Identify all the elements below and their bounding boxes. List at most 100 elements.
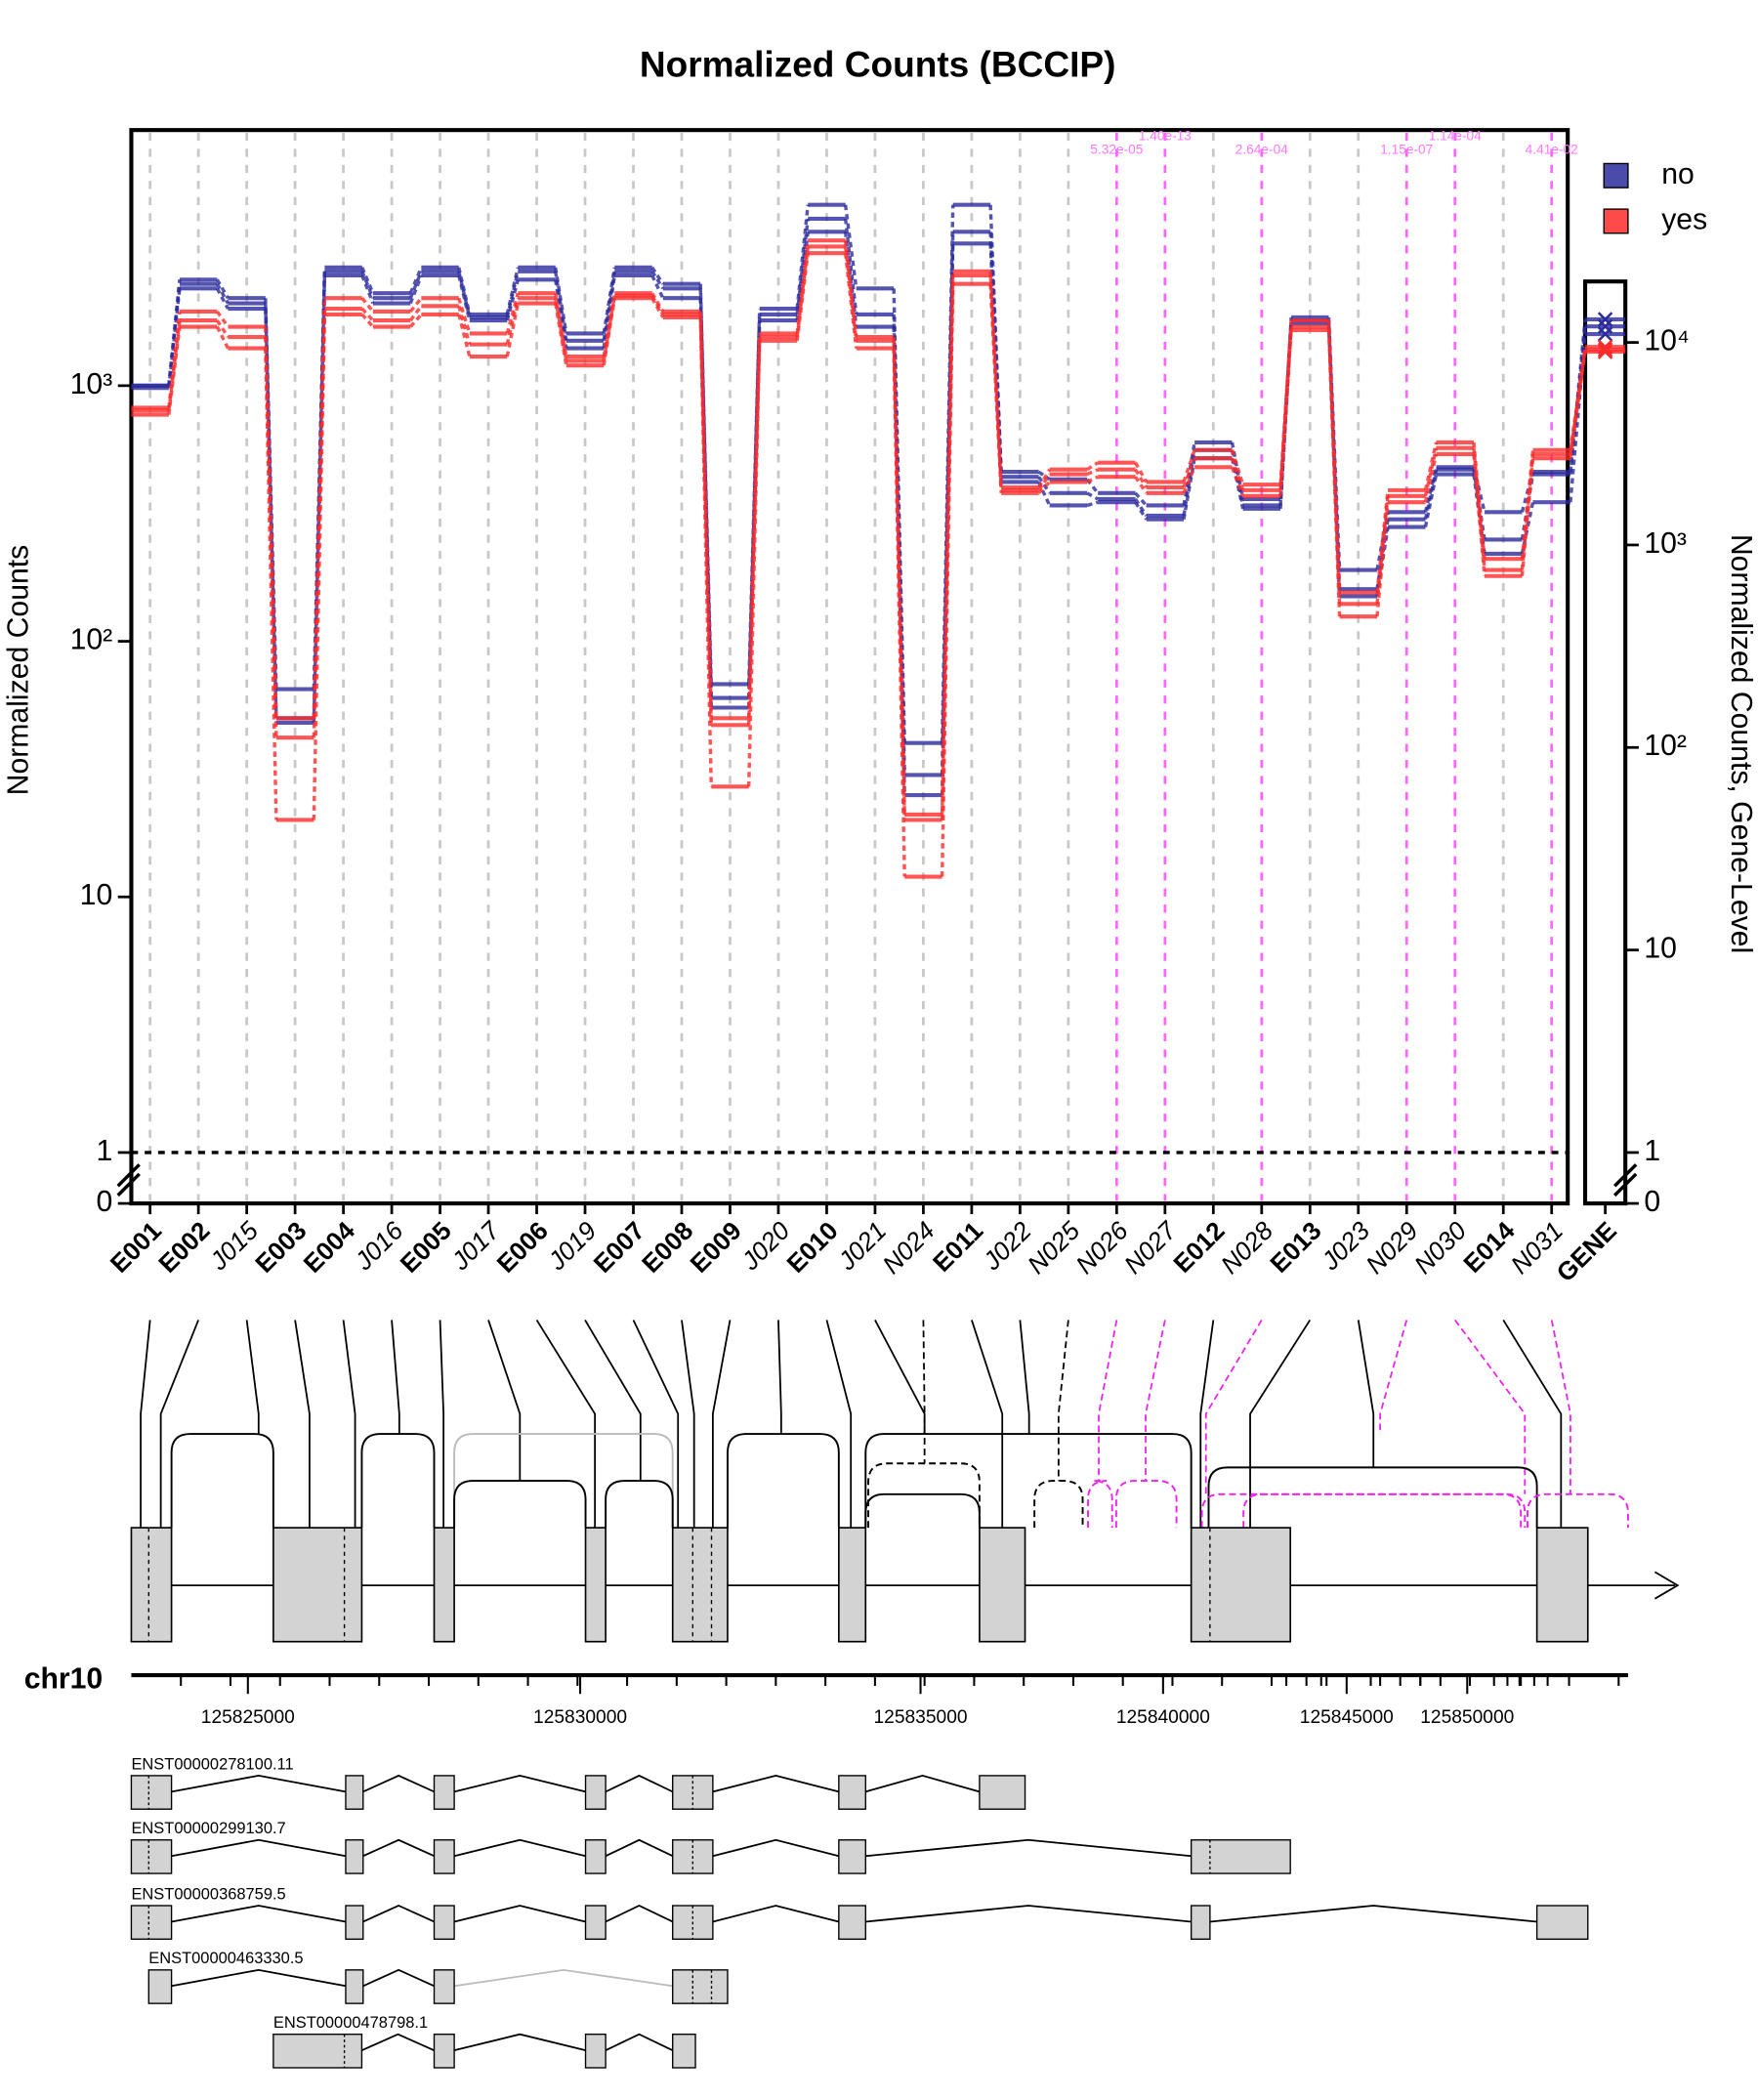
- p-value-label: 2.64e-04: [1235, 142, 1288, 156]
- connector: [1375, 502, 1390, 617]
- transcript-intron: [361, 2033, 435, 2051]
- transcript-exon: [130, 1839, 173, 1874]
- connector: [360, 307, 375, 322]
- connector: [215, 310, 230, 328]
- connector: [1037, 481, 1051, 495]
- connector: [892, 340, 906, 820]
- transcript-exon: [1190, 1905, 1211, 1940]
- connector: [940, 271, 955, 815]
- x-tick-label: GENE: [1551, 1216, 1622, 1287]
- connector: [215, 282, 230, 305]
- junction-arc: [453, 1433, 674, 1529]
- transcript-intron: [362, 1905, 435, 1923]
- connector: [505, 292, 520, 334]
- connector: [215, 278, 230, 300]
- connector: [1086, 500, 1099, 508]
- transcript-exon: [433, 1839, 455, 1874]
- feature-connector: [342, 1320, 356, 1529]
- junction-arc: [1207, 1466, 1538, 1529]
- transcript-exon: [433, 2034, 455, 2069]
- connector: [1134, 468, 1149, 488]
- junction-arc: [170, 1433, 274, 1529]
- connector: [650, 266, 665, 285]
- connector: [795, 252, 810, 341]
- transcript-intron: [362, 1774, 435, 1793]
- junction-arc: [1242, 1492, 1527, 1529]
- connector: [1134, 476, 1149, 494]
- transcript-exon: [838, 1839, 866, 1874]
- x-tick-label: E003: [249, 1216, 312, 1279]
- transcript-exon: [433, 1969, 455, 2004]
- transcript-label: ENST00000299130.7: [131, 1820, 285, 1837]
- connector: [892, 348, 906, 877]
- connector: [360, 313, 375, 328]
- x-tick-label: N024: [877, 1216, 941, 1280]
- chrom-label: chr10: [24, 1662, 104, 1695]
- junction-arc: [867, 1462, 981, 1529]
- y2-tick-label: 1: [1644, 1135, 1660, 1167]
- p-value-label: 4.41e-02: [1526, 142, 1578, 156]
- transcript-intron: [171, 1838, 347, 1858]
- connector: [1134, 461, 1149, 483]
- legend-label: no: [1661, 158, 1695, 190]
- y-tick-label: 10: [80, 879, 113, 911]
- p-value-label: 1.15e-07: [1380, 142, 1433, 156]
- feature-connector: [391, 1320, 400, 1435]
- connector: [1326, 329, 1342, 617]
- x-tick-label: E012: [1167, 1216, 1230, 1279]
- transcript-intron: [865, 1774, 981, 1793]
- transcript-exon: [272, 2034, 363, 2069]
- feature-connector: [1145, 1320, 1166, 1482]
- y2-tick-label: 10³: [1644, 527, 1687, 560]
- transcript-intron: [453, 1838, 586, 1858]
- break-mark: [116, 1163, 141, 1188]
- transcript-intron: [362, 1838, 435, 1858]
- transcript-exon: [584, 1775, 607, 1810]
- feature-connector: [159, 1320, 199, 1529]
- y2-tick-label: 10: [1644, 933, 1677, 965]
- y2-tick-label: 0: [1644, 1186, 1660, 1218]
- transcript-exon: [345, 1839, 364, 1874]
- junction-arc: [605, 1480, 674, 1529]
- connector: [264, 348, 278, 820]
- x-tick-label: J017: [445, 1215, 507, 1277]
- connector: [408, 297, 423, 314]
- transcript-intron: [362, 1968, 435, 1988]
- transcript-exon: [345, 1969, 364, 2004]
- feature-connector: [922, 1320, 926, 1464]
- transcript-exon: [672, 1969, 729, 2004]
- feature-connector: [245, 1320, 260, 1435]
- junction-arc: [1087, 1480, 1113, 1529]
- connector: [988, 283, 1003, 493]
- connector: [650, 270, 665, 290]
- x-tick-label: N029: [1360, 1216, 1423, 1280]
- exon: [584, 1527, 607, 1643]
- junction-arc: [1527, 1492, 1629, 1529]
- p-value-label: 5.32e-05: [1090, 142, 1143, 156]
- connector: [457, 297, 472, 334]
- connector: [215, 325, 230, 350]
- x-tick-label: N028: [1215, 1215, 1279, 1280]
- connector: [408, 274, 423, 305]
- transcript-exon: [345, 1905, 364, 1940]
- legend-swatch: [1603, 162, 1629, 189]
- chrom-tick-label: 125835000: [874, 1707, 968, 1728]
- connector: [215, 287, 230, 310]
- break-mark: [1612, 1163, 1638, 1188]
- transcript-intron: [1209, 1905, 1537, 1923]
- y-tick-label: 10²: [70, 624, 113, 656]
- chrom-tick-label: 125850000: [1420, 1707, 1514, 1728]
- transcript-exon: [838, 1905, 866, 1940]
- exon: [272, 1527, 363, 1643]
- transcript-intron: [712, 1838, 840, 1858]
- transcript-intron: [171, 1905, 347, 1923]
- exon: [1535, 1527, 1589, 1643]
- transcript-intron: [453, 1905, 586, 1923]
- exon: [838, 1527, 867, 1643]
- transcript-intron: [605, 2033, 674, 2051]
- break-mark: [1612, 1172, 1638, 1197]
- connector: [457, 314, 472, 357]
- chrom-tick-label: 125825000: [201, 1707, 295, 1728]
- x-tick-label: N026: [1069, 1215, 1134, 1280]
